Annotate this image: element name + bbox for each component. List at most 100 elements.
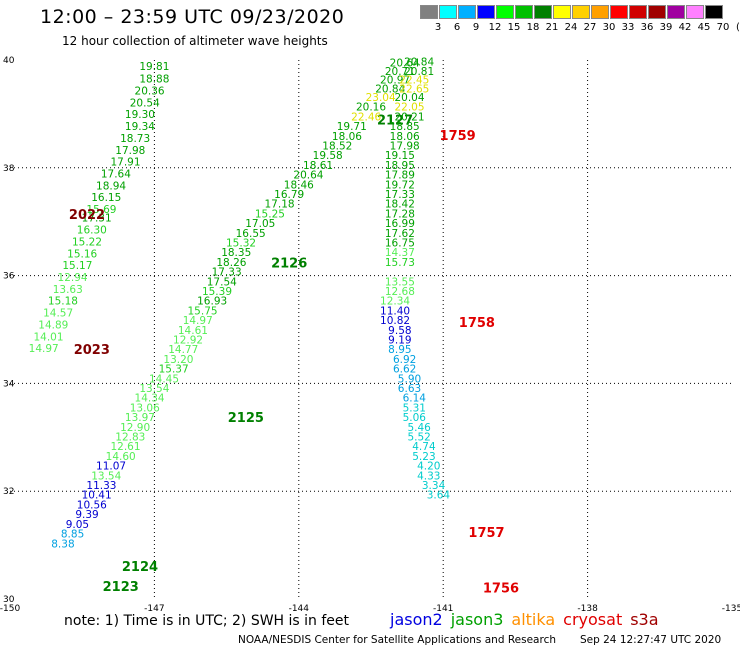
swh-value: 15.73 xyxy=(385,257,415,269)
swh-value: 9.05 xyxy=(66,519,89,531)
swh-value: 20.97 xyxy=(380,75,410,87)
scale-swatch xyxy=(477,5,495,19)
pass-time-label: 2126 xyxy=(271,257,307,272)
scale-swatch xyxy=(553,5,571,19)
swh-value: 5.46 xyxy=(407,422,431,434)
longitude-tick-label: -141 xyxy=(433,604,453,614)
swh-value: 9.39 xyxy=(75,509,98,521)
swh-value: 16.55 xyxy=(236,228,266,240)
swh-value: 15.75 xyxy=(188,305,218,317)
pass-time-label: 1758 xyxy=(459,316,495,331)
scale-swatch xyxy=(667,5,685,19)
latitude-tick-label: 38 xyxy=(3,164,15,174)
swh-value: 4.74 xyxy=(412,441,436,453)
swh-value: 11.40 xyxy=(380,305,410,317)
swh-value: 12.92 xyxy=(173,335,203,347)
scale-label: 21 xyxy=(545,22,559,33)
longitude-tick-label: -144 xyxy=(289,604,310,614)
latitude-tick-label: 32 xyxy=(3,487,14,497)
swh-value: 9.19 xyxy=(388,335,411,347)
swh-value: 15.22 xyxy=(72,236,102,248)
longitude-tick-label: -138 xyxy=(577,604,598,614)
swh-value: 18.06 xyxy=(332,131,362,143)
scale-swatch xyxy=(515,5,533,19)
swh-value: 14.57 xyxy=(43,308,73,320)
swh-value: 14.89 xyxy=(38,319,68,331)
scale-label: 27 xyxy=(583,22,597,33)
swh-value: 18.35 xyxy=(221,247,251,259)
swh-value: 13.55 xyxy=(385,276,415,288)
swh-value: 14.60 xyxy=(106,451,136,463)
swh-value: 12.68 xyxy=(385,286,415,298)
scale-label: 30 xyxy=(602,22,616,33)
swh-value: 16.93 xyxy=(197,296,227,308)
swh-value: 17.98 xyxy=(115,145,145,157)
swh-value: 22.65 xyxy=(399,83,429,95)
swh-value: 18.73 xyxy=(120,133,150,145)
swh-value: 8.95 xyxy=(388,344,411,356)
scale-label: 36 xyxy=(640,22,654,33)
scale-swatch xyxy=(686,5,704,19)
swh-value: 18.46 xyxy=(284,179,314,191)
swh-value: 14.97 xyxy=(183,315,213,327)
swh-value: 19.30 xyxy=(125,109,155,121)
scale-swatch xyxy=(572,5,590,19)
swh-value: 15.69 xyxy=(86,204,116,216)
scale-swatch xyxy=(458,5,476,19)
swh-value: 20.64 xyxy=(390,57,420,69)
scale-swatch xyxy=(610,5,628,19)
swh-value: 17.28 xyxy=(385,208,415,220)
footer-credit: NOAA/NESDIS Center for Satellite Applica… xyxy=(238,634,556,646)
swh-value: 20.36 xyxy=(135,85,165,97)
swh-value: 18.61 xyxy=(303,160,333,172)
scale-label: 12 xyxy=(488,22,502,33)
swh-value: 17.33 xyxy=(385,189,415,201)
legend-cryosat: cryosat xyxy=(563,610,623,629)
swh-value: 5.06 xyxy=(403,412,427,424)
swh-value: 22.45 xyxy=(399,75,429,87)
swh-value: 16.79 xyxy=(274,189,304,201)
swh-value: 15.25 xyxy=(255,208,285,220)
scale-label: 24 xyxy=(564,22,578,33)
swh-value: 20.16 xyxy=(356,102,386,114)
scale-swatch xyxy=(496,5,514,19)
swh-value: 18.52 xyxy=(322,140,352,152)
swh-value: 16.75 xyxy=(385,237,415,249)
swh-value: 12.90 xyxy=(120,422,150,434)
swh-value: 5.52 xyxy=(407,432,430,444)
swh-value: 17.54 xyxy=(207,276,237,288)
footer-timestamp: Sep 24 12:27:47 UTC 2020 xyxy=(580,634,722,646)
scale-label: 33 xyxy=(621,22,635,33)
legend-altika: altika xyxy=(511,610,556,629)
swh-value: 4.33 xyxy=(417,470,440,482)
swh-value: 18.42 xyxy=(385,199,415,211)
swh-value: 6.63 xyxy=(398,383,421,395)
legend-jason2: jason2 xyxy=(390,610,443,629)
legend-s3a: s3a xyxy=(630,610,659,629)
swh-value: 19.81 xyxy=(139,61,169,73)
swh-value: 15.32 xyxy=(226,237,256,249)
latitude-tick-label: 34 xyxy=(3,379,15,389)
swh-value: 16.30 xyxy=(77,225,107,237)
swh-value: 16.99 xyxy=(385,218,415,230)
pass-time-label: 2125 xyxy=(228,411,264,426)
swh-value: 19.72 xyxy=(385,179,415,191)
swh-value: 18.95 xyxy=(385,160,415,172)
swh-value: 14.97 xyxy=(29,343,59,355)
swh-value: 5.31 xyxy=(403,402,426,414)
swh-value: 3.64 xyxy=(427,490,451,502)
swh-value: 17.64 xyxy=(101,169,131,181)
pass-time-label: 2023 xyxy=(74,343,110,358)
scale-label: 15 xyxy=(507,22,521,33)
latitude-tick-label: 36 xyxy=(3,272,15,282)
swh-value: 20.21 xyxy=(394,111,424,123)
pass-time-label: 1759 xyxy=(440,129,476,144)
swh-value: 16.15 xyxy=(91,192,121,204)
swh-value: 19.15 xyxy=(385,150,415,162)
units-note: note: 1) Time is in UTC; 2) SWH is in fe… xyxy=(64,613,350,629)
longitude-tick-label: -150 xyxy=(0,604,20,614)
swh-value: 17.18 xyxy=(265,199,295,211)
pass-time-label: 2123 xyxy=(103,580,139,595)
swh-value: 17.89 xyxy=(385,170,415,182)
swh-value: 17.62 xyxy=(385,228,415,240)
